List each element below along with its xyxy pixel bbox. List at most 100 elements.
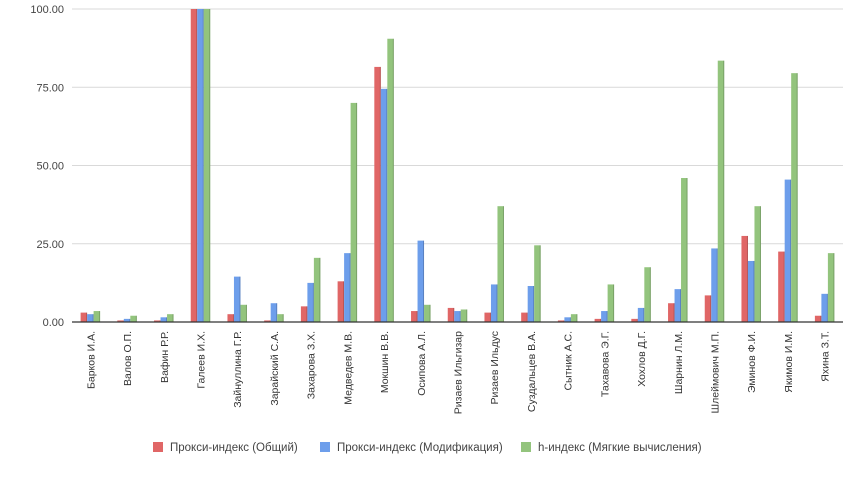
bar-edge: [349, 253, 351, 322]
bar-series-2: [454, 311, 461, 322]
bar-edge: [746, 235, 748, 322]
bars: [80, 9, 835, 323]
x-category-label: Суздальцев В.А.: [526, 331, 538, 412]
bar-edge: [673, 303, 675, 322]
bar-series-2: [527, 286, 535, 322]
bar-series-1: [521, 312, 528, 322]
bar-edge: [459, 311, 461, 322]
bar-edge: [606, 311, 608, 322]
bar-series-3: [350, 102, 358, 323]
bar-edge: [820, 315, 822, 322]
bar-series-1: [374, 66, 381, 322]
bar-edge: [796, 73, 798, 322]
x-category-label: Сытник А.С.: [563, 331, 575, 391]
bar-series-3: [277, 314, 284, 322]
bar-edge: [576, 314, 578, 322]
x-category-label: Мокшин В.В.: [379, 331, 391, 393]
bar-series-2: [711, 248, 718, 322]
bar-series-3: [791, 73, 798, 322]
bar-edge: [533, 286, 535, 322]
bar-series-1: [778, 251, 785, 322]
y-tick-label: 50.00: [36, 161, 64, 173]
bar-series-2: [564, 317, 571, 322]
bar-series-3: [240, 304, 247, 322]
bar-edge: [392, 38, 394, 323]
y-tick-label: 25.00: [36, 239, 64, 251]
bar-edge: [306, 306, 308, 322]
bar-series-2: [197, 9, 204, 322]
x-category-label: Шлеймович М.П.: [710, 331, 722, 413]
x-category-label: Шарнин Л.М.: [673, 331, 685, 394]
bar-series-2: [747, 260, 755, 322]
x-category-label: Зарайский С.А.: [269, 331, 281, 406]
bar-series-1: [411, 311, 418, 322]
bar-edge: [282, 314, 284, 322]
bar-series-1: [227, 314, 234, 322]
legend-label: Прокси-индекс (Общий): [170, 442, 298, 454]
bar-edge: [159, 320, 161, 322]
bar-edge: [196, 9, 198, 322]
bar-series-1: [337, 281, 345, 322]
bar-series-1: [264, 320, 271, 322]
bar-edge: [245, 304, 247, 322]
bar-series-2: [784, 179, 792, 322]
x-category-label: Валов О.П.: [122, 331, 134, 386]
bar-series-3: [203, 9, 211, 322]
bar-edge: [790, 179, 792, 322]
bar-edge: [356, 102, 358, 323]
bar-edge: [416, 311, 418, 322]
bar-series-3: [93, 311, 101, 322]
legend-label: Прокси-индекс (Модификация): [337, 442, 503, 454]
bar-edge: [563, 320, 565, 322]
x-category-label: Галеев И.Х.: [196, 331, 208, 389]
bar-edge: [276, 303, 278, 322]
bar-edge: [319, 257, 321, 322]
y-axis-ticks: 0.00 25.00 50.00 75.00 100.00: [30, 4, 64, 329]
bar-edge: [496, 284, 498, 322]
x-category-label: Ризаев Ильдус: [489, 331, 501, 405]
bar-edge: [723, 60, 725, 323]
bar-edge: [239, 276, 241, 322]
x-category-label: Тахавова Э.Г.: [599, 331, 611, 397]
bar-edge: [209, 9, 211, 322]
bar-series-3: [570, 314, 578, 322]
bar-edge: [202, 9, 204, 322]
bar-edge: [92, 314, 94, 322]
bar-edge: [569, 317, 571, 322]
bar-series-3: [534, 245, 541, 322]
bar-edge: [129, 318, 131, 322]
bar-edge: [539, 245, 541, 322]
bar-edge: [686, 178, 688, 322]
bar-edge: [453, 307, 455, 322]
bar-edge: [680, 289, 682, 322]
bar-series-2: [637, 307, 645, 322]
x-category-label: Зайнуллина Г.Р.: [232, 331, 244, 408]
legend: Прокси-индекс (Общий) Прокси-индекс (Моди…: [153, 442, 702, 454]
bar-edge: [269, 320, 271, 322]
y-tick-label: 0.00: [43, 317, 64, 329]
x-category-label: Барков И.А.: [85, 331, 97, 389]
bar-series-3: [130, 315, 137, 322]
bar-edge: [826, 293, 828, 322]
bar-series-2: [601, 311, 608, 322]
bar-series-3: [754, 206, 761, 322]
bar-edge: [386, 88, 388, 322]
bar-series-1: [814, 315, 822, 322]
bar-edge: [759, 206, 761, 322]
bar-edge: [232, 314, 234, 322]
bar-edge: [379, 66, 381, 322]
bar-edge: [753, 260, 755, 322]
bar-series-2: [233, 276, 241, 322]
bar-edge: [643, 307, 645, 322]
bar-edge: [86, 312, 88, 322]
x-category-label: Хохлов Д.Г.: [636, 331, 648, 387]
x-axis-category-labels: Барков И.А. Валов О.П. Вафин Р.Р. Галеев И.…: [85, 331, 831, 414]
bar-series-3: [387, 38, 394, 323]
bar-series-3: [497, 206, 504, 322]
x-category-label: Захарова З.Х.: [306, 331, 318, 399]
legend-swatch: [320, 442, 330, 452]
bar-edge: [466, 309, 468, 322]
bar-series-1: [668, 303, 675, 322]
bar-edge: [172, 314, 174, 322]
